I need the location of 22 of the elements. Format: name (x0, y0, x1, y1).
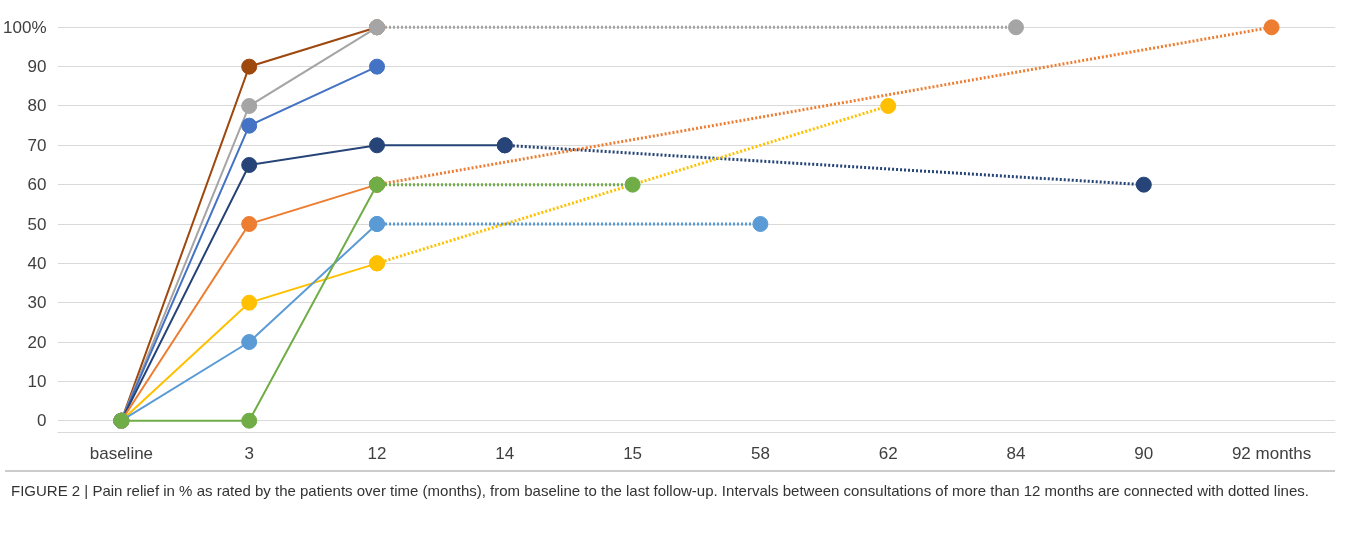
x-tick-label: 12 (367, 443, 387, 463)
y-tick-label: 30 (27, 293, 47, 313)
x-tick-label: 3 (244, 443, 254, 463)
x-tick-label: 62 (878, 443, 898, 463)
y-tick-label: 40 (27, 253, 47, 273)
y-tick-label: 80 (27, 96, 47, 116)
x-tick-label: 90 (1134, 443, 1154, 463)
y-tick-label: 20 (27, 332, 47, 352)
x-tick-label: baseline (89, 443, 154, 463)
x-tick-label: 84 (1006, 443, 1026, 463)
caption: FIGURE 2 | Pain relief in % as rated by the patients over time (months), from baseline to the last follow-up. Intervals between consultations of more than 12 months are connected with dotted lines. (5, 470, 1335, 502)
x-tick-label: 14 (495, 443, 515, 463)
x-tick-label: 15 (623, 443, 643, 463)
y-tick-label: 90 (27, 57, 47, 77)
y-tick-label: 70 (27, 135, 47, 155)
y-tick-label: 100% (3, 17, 47, 37)
x-tick-label: 92 months (1231, 443, 1312, 463)
x-tick-label: 58 (750, 443, 770, 463)
y-tick-label: 0 (37, 411, 47, 431)
y-tick-label: 60 (27, 175, 47, 195)
y-tick-label: 10 (27, 371, 47, 391)
y-tick-label: 50 (27, 214, 47, 234)
